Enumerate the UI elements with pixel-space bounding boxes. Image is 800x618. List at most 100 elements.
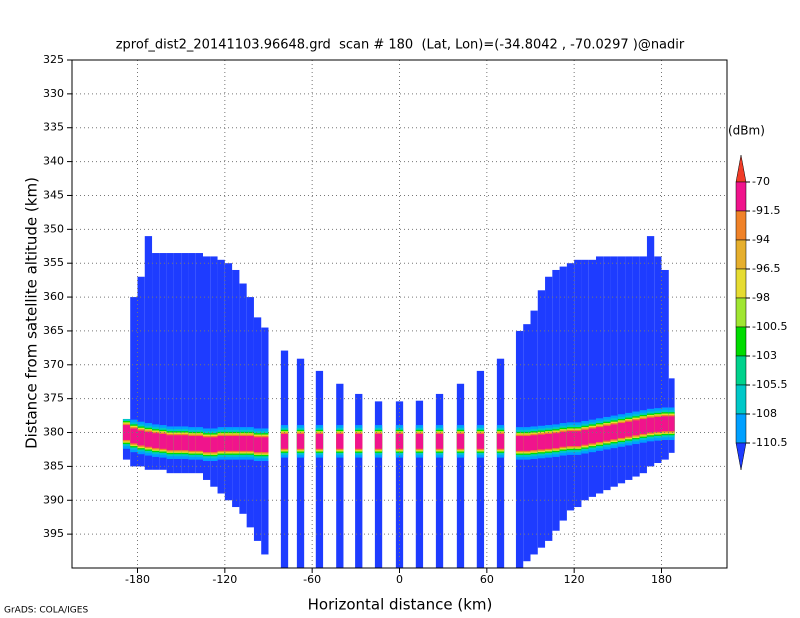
- y-tick-label: 340: [43, 155, 64, 168]
- signal-band: [355, 433, 363, 449]
- signal-band: [456, 433, 465, 449]
- column: [559, 266, 567, 521]
- signal-band: [415, 433, 424, 449]
- column: [239, 283, 247, 514]
- signal-band: [523, 435, 531, 451]
- colorbar-label: -110.5: [752, 436, 787, 449]
- column: [603, 256, 611, 491]
- column: [315, 370, 324, 568]
- colorbar-label: -96.5: [752, 262, 780, 275]
- signal-band: [246, 435, 254, 451]
- x-tick-label: -60: [303, 573, 321, 586]
- colorbar-cap: [735, 442, 747, 471]
- signal-band: [537, 434, 546, 450]
- y-tick-label: 325: [43, 53, 64, 66]
- column: [596, 256, 604, 494]
- signal-band: [596, 427, 604, 443]
- colorbar-label: -103: [752, 349, 777, 362]
- column: [476, 370, 485, 568]
- column: [130, 297, 138, 467]
- colorbar-label: -105.5: [752, 378, 787, 391]
- column: [574, 259, 582, 508]
- signal-band: [130, 428, 138, 444]
- column: [646, 236, 655, 467]
- column: [456, 383, 465, 568]
- signal-band: [210, 437, 218, 453]
- column: [280, 350, 289, 568]
- column: [566, 263, 575, 511]
- signal-band: [654, 416, 662, 432]
- colorbar-label: -91.5: [752, 204, 780, 217]
- signal-band: [296, 433, 305, 449]
- column: [159, 253, 167, 470]
- x-tick-label: 120: [564, 573, 585, 586]
- colorbar-label: -94: [752, 233, 770, 246]
- signal-band: [144, 431, 153, 447]
- colorbar-segment: [735, 297, 747, 328]
- signal-band: [152, 433, 160, 449]
- signal-band: [395, 433, 404, 449]
- signal-band: [173, 435, 182, 451]
- footer: GrADS: COLA/IGES: [4, 606, 88, 616]
- signal-band: [435, 433, 444, 449]
- signal-band: [588, 428, 596, 444]
- signal-band: [574, 431, 582, 447]
- column: [336, 383, 344, 568]
- signal-band: [217, 435, 225, 451]
- colorbar-label: -70: [752, 175, 770, 188]
- x-tick-label: 0: [396, 573, 403, 586]
- signal-band: [476, 433, 485, 449]
- signal-band: [639, 418, 647, 434]
- y-tick-label: 395: [43, 527, 64, 540]
- colorbar-unit: (dBm): [728, 124, 765, 138]
- y-tick-label: 360: [43, 290, 64, 303]
- colorbar-segment: [735, 384, 747, 415]
- chart-title: zprof_dist2_20141103.96648.grd scan # 18…: [116, 38, 685, 53]
- signal-band: [280, 433, 289, 449]
- y-tick-label: 385: [43, 459, 64, 472]
- y-tick-label: 355: [43, 256, 64, 269]
- column: [355, 393, 363, 568]
- signal-band: [195, 435, 203, 451]
- signal-band: [545, 433, 553, 449]
- signal-band: [261, 437, 269, 453]
- signal-band: [617, 423, 626, 438]
- column: [617, 256, 626, 484]
- column: [625, 256, 633, 480]
- column: [166, 253, 174, 474]
- column: [610, 256, 618, 487]
- x-tick-label: 60: [480, 573, 494, 586]
- signal-band: [166, 435, 174, 451]
- column: [654, 256, 662, 464]
- signal-band: [315, 433, 324, 449]
- colorbar-segment: [735, 181, 747, 212]
- signal-band: [603, 425, 611, 441]
- x-axis-label: Horizontal distance (km): [308, 596, 493, 614]
- colorbar-label: -108: [752, 407, 777, 420]
- y-tick-label: 365: [43, 324, 64, 337]
- signal-band: [253, 437, 262, 453]
- signal-band: [239, 435, 247, 451]
- signal-band: [374, 433, 383, 449]
- signal-band: [122, 425, 131, 440]
- signal-band: [224, 435, 233, 451]
- colorbar-label: -98: [752, 291, 770, 304]
- colorbar-segment: [735, 268, 747, 299]
- colorbar-cap: [735, 154, 747, 183]
- signal-band: [552, 433, 560, 449]
- y-tick-label: 345: [43, 188, 64, 201]
- y-tick-label: 330: [43, 87, 64, 100]
- signal-band: [581, 429, 589, 445]
- x-tick-label: -120: [212, 573, 237, 586]
- column: [195, 253, 203, 474]
- x-tick-label: -180: [125, 573, 150, 586]
- column: [639, 256, 647, 474]
- signal-band: [632, 420, 640, 436]
- column: [552, 269, 560, 531]
- y-tick-label: 375: [43, 392, 64, 405]
- signal-band: [203, 437, 211, 453]
- column: [137, 276, 145, 467]
- column: [224, 263, 233, 501]
- column: [496, 358, 505, 568]
- colorbar-segment: [735, 239, 747, 270]
